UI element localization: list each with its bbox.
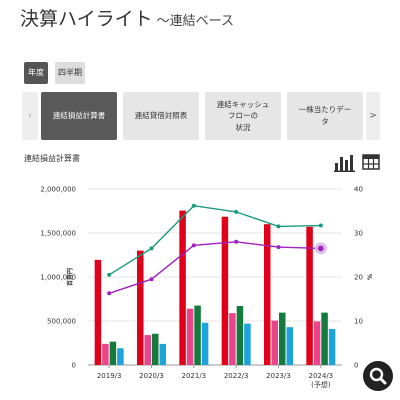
y-right-tick-label: 10	[354, 318, 363, 326]
chart-bar	[194, 305, 201, 365]
y-right-tick-label: 30	[354, 230, 363, 238]
chart-bar	[264, 224, 271, 365]
zoom-button[interactable]	[363, 361, 393, 391]
income-chart: 0 500,000 1,000,000 1,500,000 2,000,000 0 10 20…	[40, 186, 374, 390]
y-left-axis-label: 百万円	[66, 268, 74, 286]
chart-bar	[152, 333, 159, 365]
chart-bar	[94, 259, 102, 365]
line-point	[191, 203, 196, 208]
x-tick-label: 2023/3	[266, 372, 291, 380]
line-point	[318, 245, 324, 252]
chart-bar	[186, 308, 194, 365]
carousel-next-button[interactable]: >	[366, 92, 380, 140]
chart-bar	[313, 321, 321, 365]
carousel-prev-button[interactable]: ‹	[22, 92, 38, 140]
line-point	[149, 246, 154, 251]
line-point	[234, 239, 239, 244]
line-point	[234, 209, 239, 214]
magnifier-icon	[369, 367, 387, 385]
line-point	[276, 224, 281, 229]
chart-bar	[271, 320, 278, 365]
x-tick-label: 2024/3 (予想)	[309, 372, 334, 389]
chart-bar	[236, 306, 244, 365]
chart-bar	[306, 226, 313, 365]
y-left-tick-label: 0	[72, 362, 76, 370]
line-point	[191, 243, 196, 248]
chart-bar	[102, 343, 109, 365]
tab-annual[interactable]: 年度	[24, 62, 48, 84]
line-point	[107, 291, 112, 296]
series-line	[108, 241, 321, 294]
bar-chart-icon[interactable]	[334, 154, 356, 172]
tab-balance-sheet[interactable]: 連結貸借対照表	[123, 92, 199, 140]
page-title-text: 決算ハイライト	[20, 8, 153, 30]
line-point	[276, 245, 281, 250]
page-subtitle: ～連結ベース	[156, 14, 234, 29]
y-left-tick-label: 1,500,000	[40, 230, 76, 238]
tab-income-statement[interactable]: 連結損益計算書	[41, 92, 117, 140]
chart-bar	[244, 323, 251, 365]
chart-bar	[279, 312, 286, 365]
y-left-tick-label: 500,000	[47, 318, 76, 326]
chart-bar	[117, 348, 124, 365]
tab-cash-flow[interactable]: 連結キャッシュ フローの 状況	[205, 92, 281, 140]
table-icon[interactable]	[362, 154, 384, 172]
chart-bar	[144, 335, 151, 365]
x-tick-label: 2019/3	[97, 372, 122, 380]
section-title: 連結損益計算書	[24, 154, 80, 163]
series-line	[108, 204, 321, 276]
x-tick-label: 2021/3	[182, 372, 207, 380]
tab-quarterly[interactable]: 四半期	[55, 62, 85, 84]
tab-per-share-data[interactable]: 一株当たりデー タ	[287, 92, 363, 140]
chart-bar	[109, 341, 117, 365]
chart-bar	[328, 328, 336, 365]
chart-bar	[137, 250, 144, 365]
line-point	[318, 223, 323, 228]
y-right-tick-label: 20	[354, 274, 363, 282]
chart-bar	[286, 327, 293, 365]
y-right-tick-label: 40	[354, 186, 363, 194]
y-left-tick-label: 1,000,000	[40, 274, 76, 282]
chart-bar	[201, 322, 209, 365]
chart-bar	[221, 216, 229, 365]
y-right-tick-label: 0	[354, 362, 358, 370]
y-right-axis-label: %	[367, 274, 374, 280]
chart-bar	[179, 210, 186, 365]
chart-bar	[229, 313, 236, 365]
chart-bar	[321, 312, 328, 365]
y-left-tick-label: 2,000,000	[40, 186, 76, 194]
page-title: 決算ハイライト ～連結ベース	[20, 4, 234, 31]
line-point	[149, 277, 154, 282]
x-tick-label: 2022/3	[224, 372, 249, 380]
x-tick-label: 2020/3	[139, 372, 164, 380]
line-point	[107, 272, 112, 277]
chart-bar	[159, 343, 166, 365]
